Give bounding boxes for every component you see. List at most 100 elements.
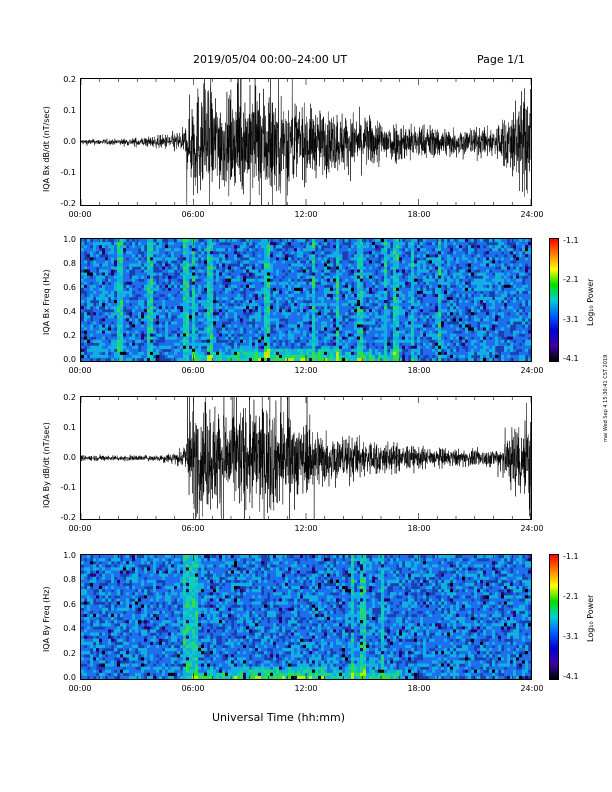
spectrogram-cell bbox=[189, 333, 193, 337]
spectrogram-cell bbox=[510, 333, 514, 337]
spectrogram-cell bbox=[306, 357, 310, 361]
spectrogram-cell bbox=[324, 327, 328, 331]
spectrogram-cell bbox=[213, 327, 217, 331]
spectrogram-cell bbox=[225, 354, 229, 359]
spectrogram-cell bbox=[453, 348, 457, 353]
spectrogram-cell bbox=[390, 321, 394, 325]
spectrogram-cell bbox=[462, 278, 466, 282]
spectrogram-cell bbox=[213, 242, 217, 246]
spectrogram-cell bbox=[369, 284, 373, 289]
spectrogram-cell bbox=[519, 278, 523, 282]
spectrogram-cell bbox=[372, 306, 376, 310]
spectrogram-cell bbox=[249, 278, 253, 282]
spectrogram-cell bbox=[384, 336, 388, 340]
spectrogram-cell bbox=[288, 272, 292, 276]
spectrogram-cell bbox=[96, 327, 100, 331]
spectrogram-cell bbox=[261, 278, 265, 282]
spectrogram-cell bbox=[507, 248, 511, 252]
spectrogram-cell bbox=[339, 345, 343, 350]
spectrogram-cell bbox=[465, 278, 469, 282]
spectrogram-cell bbox=[423, 306, 427, 310]
spectrogram-cell bbox=[315, 321, 319, 325]
spectrogram-cell bbox=[237, 312, 241, 316]
spectrogram-cell bbox=[318, 284, 322, 289]
spectrogram-cell bbox=[120, 315, 124, 319]
spectrogram-cell bbox=[177, 354, 181, 359]
spectrogram-cell bbox=[213, 257, 217, 261]
spectrogram-cell bbox=[264, 324, 268, 328]
spectrogram-cell bbox=[399, 351, 403, 356]
spectrogram-cell bbox=[249, 318, 253, 322]
spectrogram-cell bbox=[351, 293, 355, 298]
spectrogram-cell bbox=[321, 345, 325, 350]
spectrogram-cell bbox=[348, 263, 352, 267]
spectrogram-cell bbox=[525, 351, 529, 356]
spectrogram-cell bbox=[120, 281, 124, 286]
spectrogram-cell bbox=[399, 336, 403, 340]
spectrogram-cell bbox=[156, 300, 160, 304]
spectrogram-cell bbox=[84, 629, 88, 633]
spectrogram-cell bbox=[321, 260, 325, 264]
spectrogram-cell bbox=[276, 275, 280, 279]
spectrogram-cell bbox=[369, 303, 373, 307]
spectrogram-cell bbox=[264, 275, 268, 279]
spectrogram-cell bbox=[372, 239, 376, 243]
spectrogram-cell bbox=[525, 348, 529, 353]
spectrogram-cell bbox=[195, 296, 199, 301]
spectrogram-cell bbox=[465, 354, 469, 359]
spectrogram-cell bbox=[384, 287, 388, 292]
spectrogram-cell bbox=[441, 309, 445, 313]
spectrogram-cell bbox=[87, 595, 91, 599]
spectrogram-cell bbox=[477, 330, 481, 334]
spectrogram-cell bbox=[483, 260, 487, 264]
spectrogram-cell bbox=[105, 296, 109, 301]
spectrogram-cell bbox=[321, 354, 325, 359]
spectrogram-cell bbox=[348, 336, 352, 340]
spectrogram-cell bbox=[360, 245, 364, 249]
spectrogram-cell bbox=[426, 272, 430, 276]
spectrogram-cell bbox=[396, 284, 400, 289]
spectrogram-cell bbox=[381, 333, 385, 337]
spectrogram-cell bbox=[84, 321, 88, 325]
spectrogram-cell bbox=[369, 257, 373, 261]
spectrogram-cell bbox=[486, 312, 490, 316]
spectrogram-cell bbox=[84, 269, 88, 273]
spectrogram-cell bbox=[144, 321, 148, 325]
spectrogram-cell bbox=[210, 333, 214, 337]
spectrogram-cell bbox=[111, 266, 115, 270]
spectrogram-cell bbox=[498, 284, 502, 289]
spectrogram-cell bbox=[270, 309, 274, 313]
spectrogram-cell bbox=[174, 257, 178, 261]
spectrogram-cell bbox=[327, 275, 331, 279]
spectrogram-cell bbox=[219, 284, 223, 289]
spectrogram-cell bbox=[315, 257, 319, 261]
spectrogram-cell bbox=[369, 290, 373, 295]
spectrogram-cell bbox=[270, 272, 274, 276]
spectrogram-cell bbox=[507, 278, 511, 282]
spectrogram-cell bbox=[81, 333, 85, 337]
spectrogram-cell bbox=[384, 303, 388, 307]
spectrogram-cell bbox=[318, 266, 322, 270]
spectrogram-cell bbox=[264, 336, 268, 340]
spectrogram-cell bbox=[177, 342, 181, 347]
spectrogram-cell bbox=[153, 242, 157, 246]
spectrogram-cell bbox=[402, 290, 406, 295]
spectrogram-cell bbox=[483, 339, 487, 343]
spectrogram-cell bbox=[288, 342, 292, 347]
spectrogram-cell bbox=[411, 245, 415, 249]
spectrogram-cell bbox=[528, 248, 531, 252]
spectrogram-cell bbox=[405, 342, 409, 347]
spectrogram-cell bbox=[375, 318, 379, 322]
spectrogram-cell bbox=[99, 351, 103, 356]
spectrogram-cell bbox=[441, 245, 445, 249]
spectrogram-cell bbox=[300, 284, 304, 289]
spectrogram-cell bbox=[360, 239, 364, 243]
spectrogram-cell bbox=[510, 300, 514, 304]
spectrogram-cell bbox=[201, 260, 205, 264]
spectrogram-cell bbox=[414, 330, 418, 334]
spectrogram-cell bbox=[285, 239, 289, 243]
spectrogram-cell bbox=[432, 260, 436, 264]
spectrogram-cell bbox=[462, 281, 466, 286]
spectrogram-cell bbox=[429, 321, 433, 325]
spectrogram-cell bbox=[411, 263, 415, 267]
